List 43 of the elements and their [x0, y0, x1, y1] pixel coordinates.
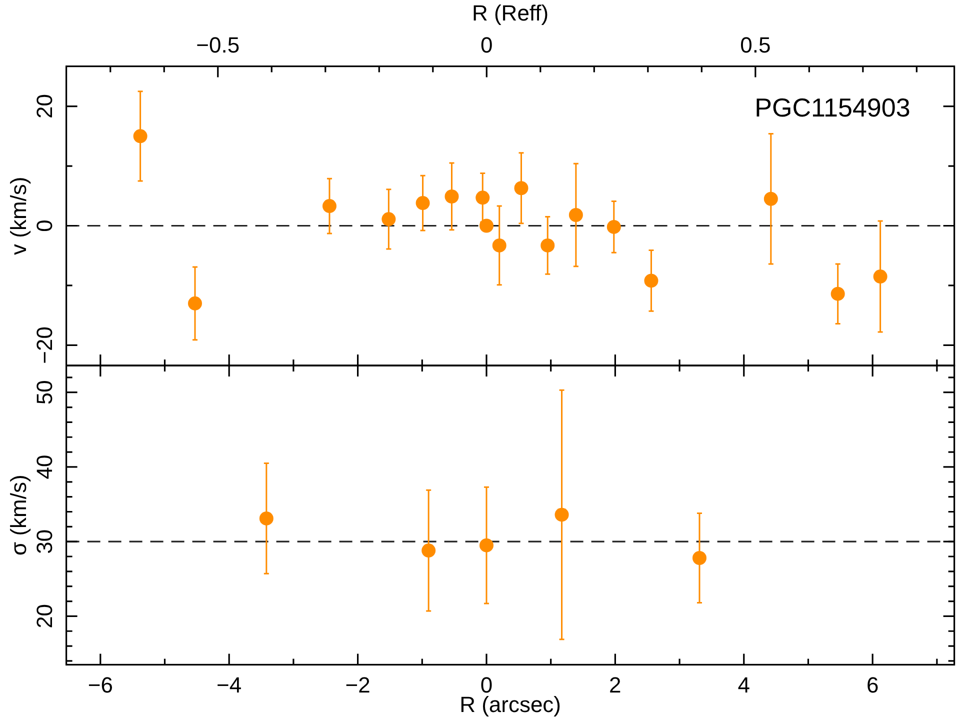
point [644, 274, 658, 288]
y-tick-label: 0 [32, 220, 57, 232]
point [540, 238, 555, 252]
point [514, 181, 528, 196]
point [422, 544, 436, 558]
point [133, 129, 148, 144]
y-tick-label: −20 [32, 326, 57, 364]
x-tick-label: −4 [216, 672, 242, 698]
y-tick-label: 20 [32, 94, 57, 119]
x-tick-label: −2 [345, 672, 370, 698]
x2-tick-label: −0.5 [196, 32, 240, 58]
point [492, 238, 506, 252]
x2-axis-title: R (Reff) [472, 0, 549, 26]
x-tick-label: 4 [738, 672, 750, 698]
point [259, 511, 274, 526]
point [188, 296, 202, 310]
point [692, 551, 706, 566]
x-tick-label: 2 [609, 672, 622, 698]
point [444, 189, 459, 204]
y-tick-label: 20 [32, 604, 57, 628]
point [479, 538, 494, 552]
point [416, 196, 430, 210]
point [873, 270, 888, 284]
y-axis-title: σ (km/s) [6, 474, 31, 556]
x-tick-label: −6 [88, 672, 113, 698]
y-tick-label: 40 [32, 454, 57, 480]
point [554, 508, 569, 522]
point [479, 218, 494, 233]
point [568, 208, 583, 222]
point [606, 220, 621, 234]
x2-tick-label: 0.5 [740, 32, 771, 58]
point [764, 192, 778, 206]
point [382, 212, 396, 226]
point [476, 190, 490, 205]
y-tick-label: 50 [32, 380, 57, 405]
y-axis-title: v (km/s) [6, 176, 31, 255]
x2-tick-label: 0 [480, 32, 493, 58]
point [830, 286, 845, 301]
point [322, 199, 336, 214]
annotation: PGC1154903 [754, 92, 910, 122]
x-axis-title: R (arcsec) [460, 692, 562, 717]
x-tick-label: 6 [866, 672, 879, 698]
y-tick-label: 30 [32, 529, 57, 554]
